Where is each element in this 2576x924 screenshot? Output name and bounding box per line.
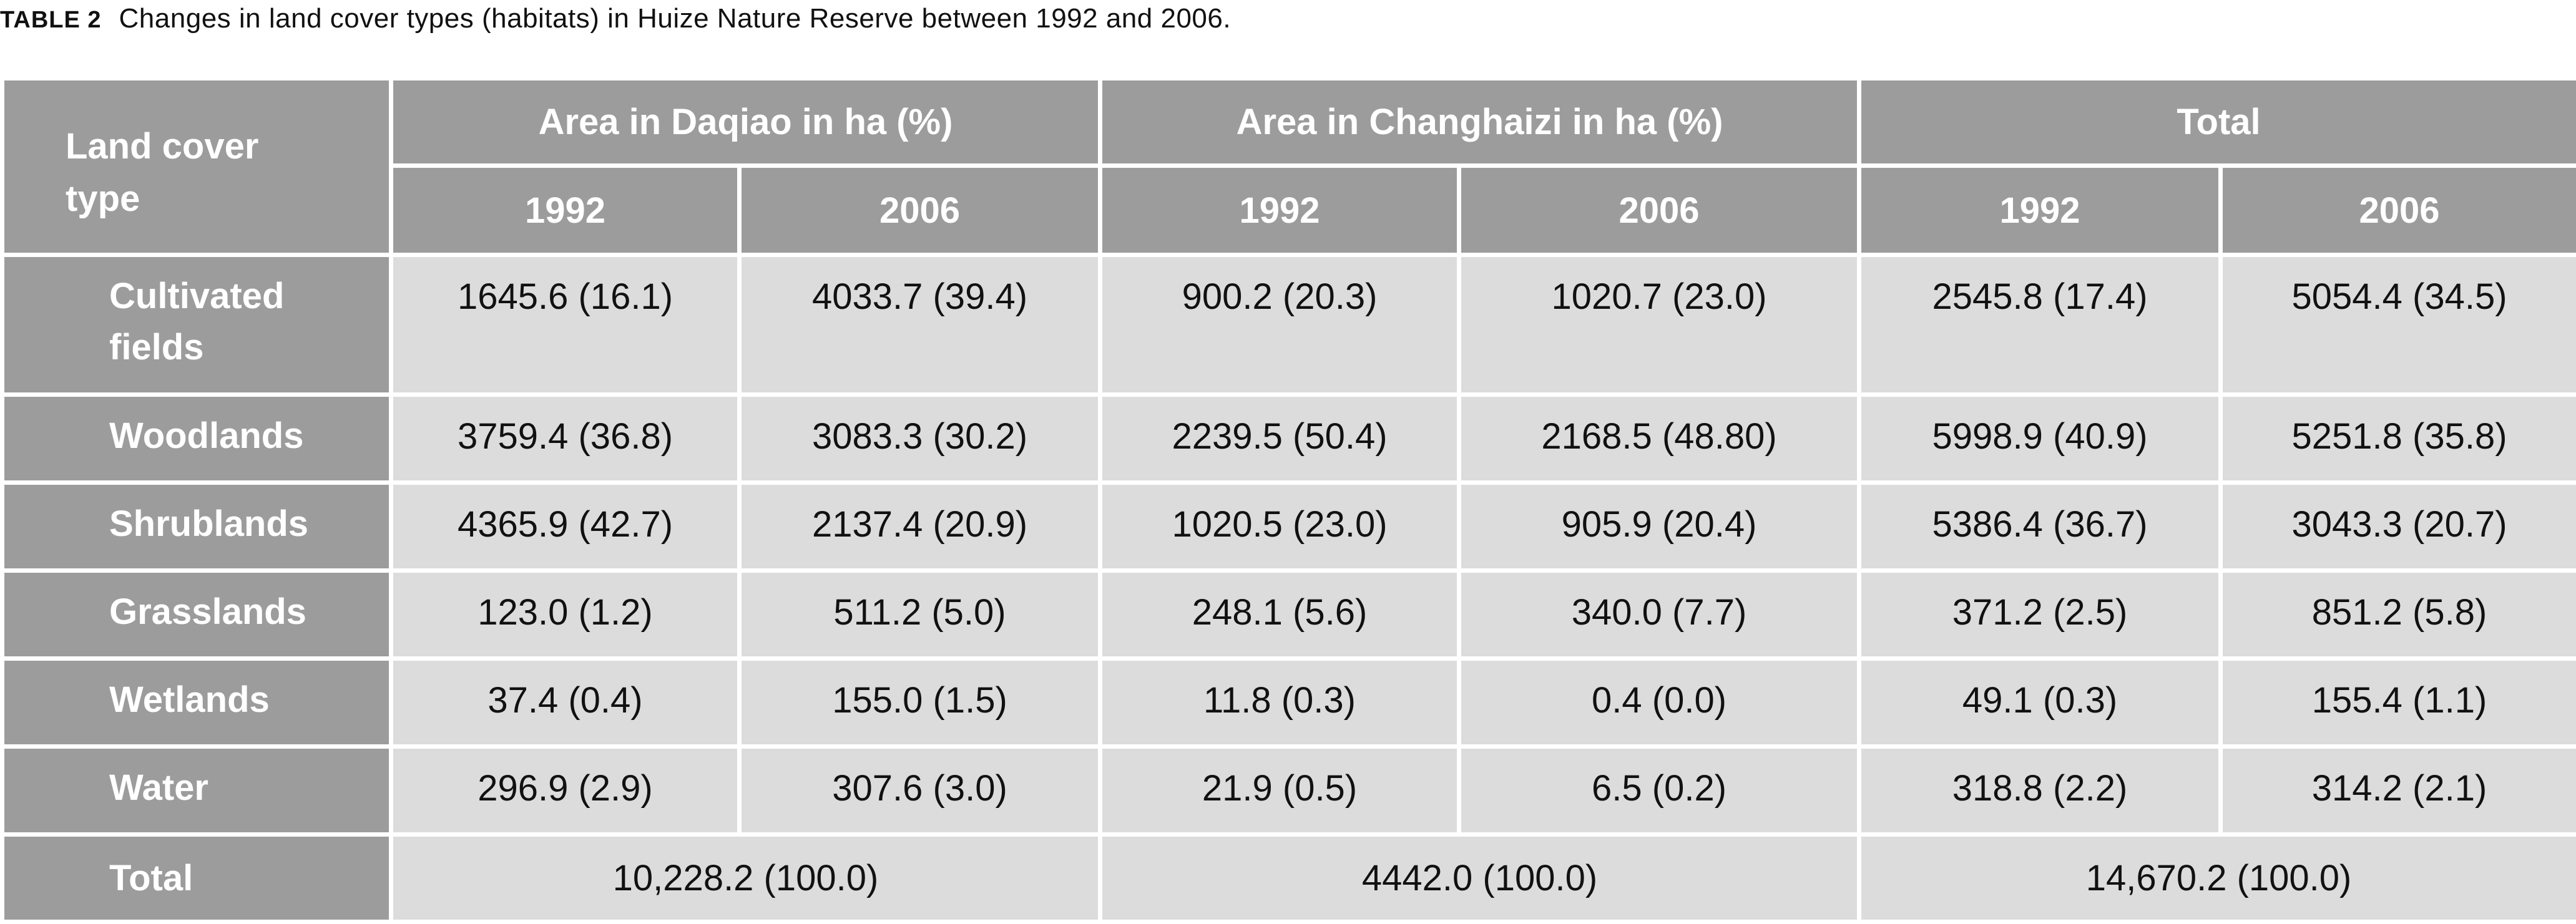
row-header-total: Total — [2, 835, 391, 922]
row-header-shrublands: Shrublands — [2, 483, 391, 571]
total-cell-daqiao: 10,228.2 (100.0) — [391, 835, 1100, 922]
table-cell: 3759.4 (36.8) — [391, 395, 740, 483]
table-cell: 2137.4 (20.9) — [740, 483, 1100, 571]
row-header-wetlands: Wetlands — [2, 659, 391, 747]
table-cell: 11.8 (0.3) — [1100, 659, 1459, 747]
year-header: 2006 — [740, 166, 1100, 255]
table-row: Grasslands 123.0 (1.2) 511.2 (5.0) 248.1… — [2, 571, 2576, 659]
corner-label-line2: type — [66, 178, 140, 219]
total-cell-changhaizi: 4442.0 (100.0) — [1100, 835, 1859, 922]
table-cell: 37.4 (0.4) — [391, 659, 740, 747]
table-cell: 900.2 (20.3) — [1100, 255, 1459, 395]
table-row: Wetlands 37.4 (0.4) 155.0 (1.5) 11.8 (0.… — [2, 659, 2576, 747]
table-cell: 5998.9 (40.9) — [1859, 395, 2221, 483]
table-caption: TABLE 2 Changes in land cover types (habi… — [0, 0, 1231, 37]
header-row-groups: Land cover type Area in Daqiao in ha (%)… — [2, 79, 2576, 166]
group-header-total: Total — [1859, 79, 2576, 166]
row-label-line1: Cultivated — [109, 276, 284, 316]
year-header: 1992 — [1100, 166, 1459, 255]
table-cell: 314.2 (2.1) — [2221, 747, 2576, 835]
land-cover-table: Land cover type Area in Daqiao in ha (%)… — [0, 76, 2576, 924]
table-cell: 851.2 (5.8) — [2221, 571, 2576, 659]
table-row: Shrublands 4365.9 (42.7) 2137.4 (20.9) 1… — [2, 483, 2576, 571]
table-cell: 3083.3 (30.2) — [740, 395, 1100, 483]
table-cell: 5251.8 (35.8) — [2221, 395, 2576, 483]
table-cell: 511.2 (5.0) — [740, 571, 1100, 659]
table-cell: 5054.4 (34.5) — [2221, 255, 2576, 395]
table-cell: 318.8 (2.2) — [1859, 747, 2221, 835]
row-header-grasslands: Grasslands — [2, 571, 391, 659]
table-title: Changes in land cover types (habitats) i… — [119, 3, 1232, 34]
table-cell: 307.6 (3.0) — [740, 747, 1100, 835]
table-cell: 155.0 (1.5) — [740, 659, 1100, 747]
table-cell: 248.1 (5.6) — [1100, 571, 1459, 659]
table-label: TABLE 2 — [0, 7, 102, 33]
year-header: 2006 — [2221, 166, 2576, 255]
group-header-changhaizi: Area in Changhaizi in ha (%) — [1100, 79, 1859, 166]
table-cell: 4033.7 (39.4) — [740, 255, 1100, 395]
table-cell: 0.4 (0.0) — [1459, 659, 1859, 747]
table-cell: 905.9 (20.4) — [1459, 483, 1859, 571]
row-label-line2: fields — [109, 327, 204, 367]
table-cell: 49.1 (0.3) — [1859, 659, 2221, 747]
year-header: 1992 — [391, 166, 740, 255]
table-row: Water 296.9 (2.9) 307.6 (3.0) 21.9 (0.5)… — [2, 747, 2576, 835]
table-cell: 371.2 (2.5) — [1859, 571, 2221, 659]
table-cell: 3043.3 (20.7) — [2221, 483, 2576, 571]
table-cell: 1645.6 (16.1) — [391, 255, 740, 395]
table-row: Woodlands 3759.4 (36.8) 3083.3 (30.2) 22… — [2, 395, 2576, 483]
table-cell: 2239.5 (50.4) — [1100, 395, 1459, 483]
table-cell: 155.4 (1.1) — [2221, 659, 2576, 747]
year-header: 2006 — [1459, 166, 1859, 255]
row-header-water: Water — [2, 747, 391, 835]
group-header-daqiao: Area in Daqiao in ha (%) — [391, 79, 1100, 166]
corner-label-line1: Land cover — [66, 126, 258, 167]
table-cell: 6.5 (0.2) — [1459, 747, 1859, 835]
table-cell: 5386.4 (36.7) — [1859, 483, 2221, 571]
total-cell-overall: 14,670.2 (100.0) — [1859, 835, 2576, 922]
land-cover-type-header: Land cover type — [2, 79, 391, 255]
row-header-woodlands: Woodlands — [2, 395, 391, 483]
table-row: Cultivated fields 1645.6 (16.1) 4033.7 (… — [2, 255, 2576, 395]
table-cell: 2545.8 (17.4) — [1859, 255, 2221, 395]
table-cell: 4365.9 (42.7) — [391, 483, 740, 571]
table-cell: 340.0 (7.7) — [1459, 571, 1859, 659]
table-cell: 1020.7 (23.0) — [1459, 255, 1859, 395]
table-cell: 21.9 (0.5) — [1100, 747, 1459, 835]
row-header-cultivated-fields: Cultivated fields — [2, 255, 391, 395]
year-header: 1992 — [1859, 166, 2221, 255]
total-row: Total 10,228.2 (100.0) 4442.0 (100.0) 14… — [2, 835, 2576, 922]
table-cell: 2168.5 (48.80) — [1459, 395, 1859, 483]
table-cell: 1020.5 (23.0) — [1100, 483, 1459, 571]
table-cell: 123.0 (1.2) — [391, 571, 740, 659]
table-cell: 296.9 (2.9) — [391, 747, 740, 835]
